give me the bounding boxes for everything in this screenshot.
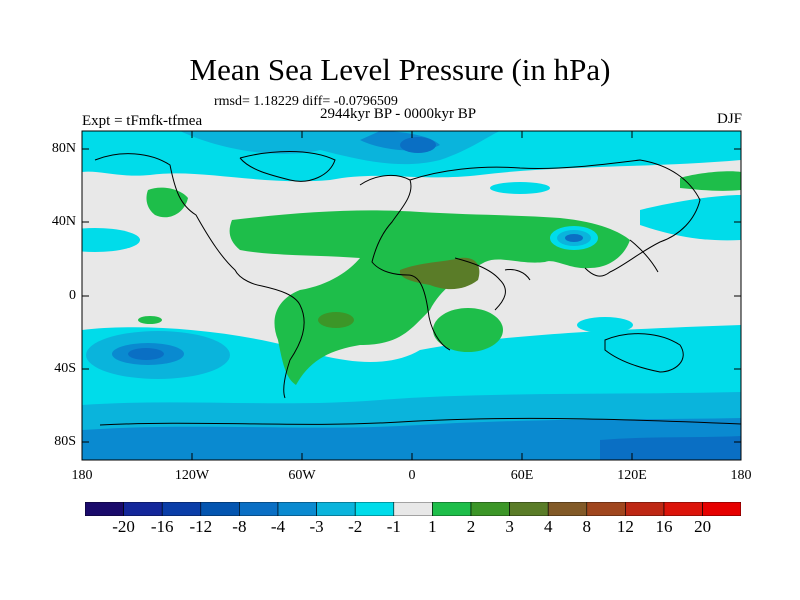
colorbar-label: 16 — [655, 517, 673, 536]
colorbar-box — [470, 502, 510, 516]
lat-label-40s: 40S — [54, 361, 76, 376]
stats-text: rmsd= 1.18229 diff= -0.0796509 — [214, 94, 398, 109]
contour-field — [82, 131, 741, 460]
colorbar-box — [663, 502, 703, 516]
colorbar-label: 20 — [694, 517, 712, 536]
colorbar-label: -20 — [112, 517, 135, 536]
colorbar-label: -4 — [270, 517, 286, 536]
map-title: Mean Sea Level Pressure (in hPa) — [189, 52, 611, 87]
experiment-label: Expt = tFmfk-tfmea — [82, 113, 203, 129]
colorbar-label: 12 — [616, 517, 634, 536]
colorbar-box — [625, 502, 665, 516]
colorbar-box — [509, 502, 549, 516]
colorbar-label: 3 — [505, 517, 514, 536]
colorbar-box — [277, 502, 317, 516]
colorbar-label: 8 — [582, 517, 592, 536]
colorbar-box — [200, 502, 240, 516]
colorbar-label: -3 — [309, 517, 324, 536]
colorbar-label: 2 — [466, 517, 476, 536]
season-label: DJF — [716, 111, 742, 127]
colorbar-box — [702, 502, 741, 516]
colorbar-box — [547, 502, 588, 516]
colorbar-label: -16 — [150, 517, 174, 536]
lon-label-0: 0 — [408, 468, 416, 483]
colorbar-label: 4 — [543, 517, 553, 536]
colorbar-box — [316, 502, 356, 516]
colorbar-box — [161, 502, 202, 516]
colorbar-label: -1 — [386, 517, 401, 536]
axis-ticks — [82, 131, 741, 460]
colorbar-label: -2 — [348, 517, 363, 536]
colorbar-box — [354, 502, 395, 516]
colorbar-box — [123, 502, 163, 516]
colorbar-label: -12 — [189, 517, 213, 536]
lon-label-180w: 180 — [71, 468, 93, 483]
colorbar-box — [586, 502, 626, 516]
colorbar-box — [85, 502, 124, 516]
colorbar-box — [393, 502, 433, 516]
lat-label-80s: 80S — [54, 434, 76, 449]
colorbar-box — [239, 502, 279, 516]
lat-label-80n: 80N — [51, 141, 76, 156]
lon-label-120w: 120W — [174, 468, 210, 483]
lon-label-120e: 120E — [617, 468, 647, 483]
colorbar-label: 1 — [428, 517, 437, 536]
period-text: 2944kyr BP - 0000kyr BP — [320, 106, 477, 122]
lon-label-60e: 60E — [510, 468, 534, 483]
lon-label-180e: 180 — [730, 468, 752, 483]
colorbar-label: -8 — [232, 517, 247, 536]
colorbar — [85, 502, 741, 516]
lon-label-60w: 60W — [288, 468, 316, 483]
lat-label-0: 0 — [69, 288, 76, 303]
lat-label-40n: 40N — [51, 214, 76, 229]
colorbar-box — [432, 502, 472, 516]
